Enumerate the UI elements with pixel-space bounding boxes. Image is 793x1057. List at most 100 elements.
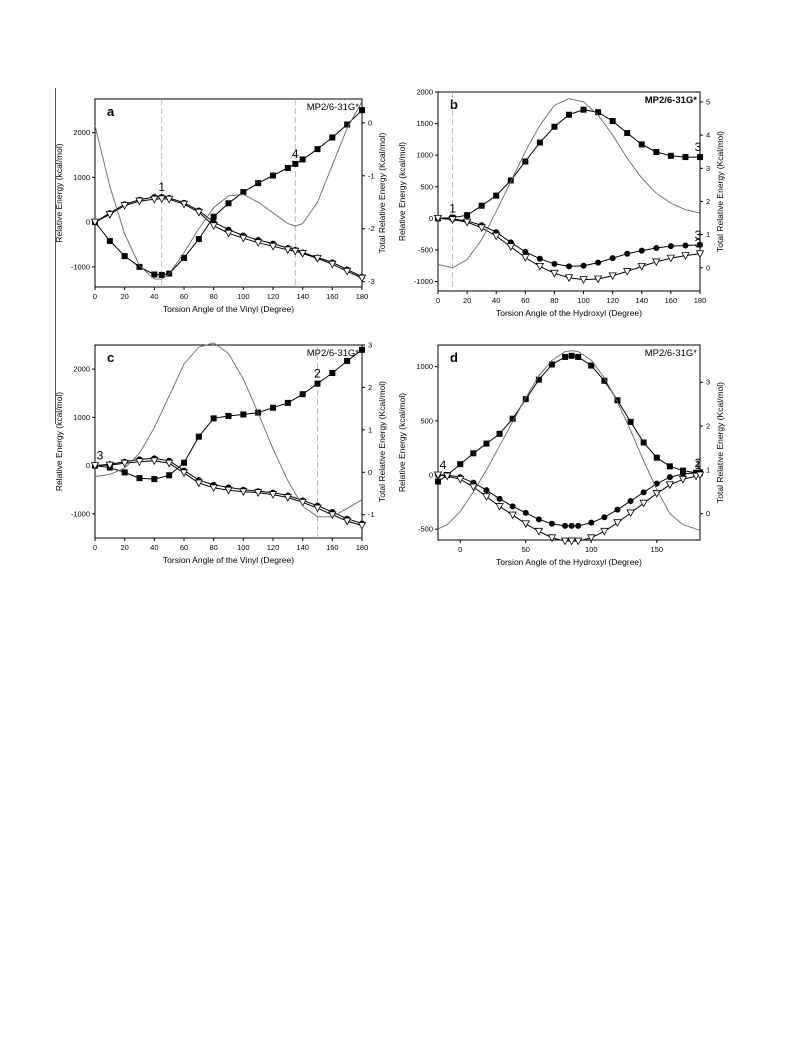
- series-triangle-down-open: [433, 214, 705, 284]
- square-marker: [151, 271, 158, 278]
- triangle-marker: [239, 234, 248, 243]
- triangle-marker: [194, 479, 204, 488]
- square-marker: [580, 106, 587, 113]
- triangle-marker: [665, 481, 675, 490]
- y-tick-label: -1000: [71, 262, 90, 271]
- series-square-filled: [435, 106, 703, 222]
- triangle-marker: [521, 254, 530, 262]
- square-marker: [210, 415, 217, 422]
- square-marker: [588, 362, 595, 369]
- y2-axis-label: Total Relative Energy (Kcal/mol): [715, 382, 725, 503]
- x-tick-label: 20: [463, 296, 471, 305]
- square-marker: [568, 352, 575, 359]
- square-marker: [493, 192, 500, 199]
- triangle-marker: [567, 537, 576, 546]
- circle-marker: [522, 509, 529, 516]
- square-marker: [595, 109, 602, 116]
- square-marker: [682, 154, 689, 161]
- square-marker: [121, 253, 128, 260]
- triangle-marker: [298, 250, 307, 258]
- triangle-marker: [313, 254, 322, 263]
- square-marker: [509, 415, 516, 422]
- plot-frame: [94, 344, 363, 539]
- stationary-point-label: 4: [440, 458, 447, 472]
- circle-marker: [536, 255, 543, 262]
- square-marker: [551, 123, 558, 130]
- circle-marker: [551, 260, 558, 267]
- square-marker: [478, 202, 485, 209]
- series-line: [94, 101, 363, 280]
- triangle-marker: [157, 195, 166, 204]
- triangle-marker: [135, 458, 144, 467]
- triangle-marker: [105, 211, 115, 219]
- y-tick-label: 2000: [73, 128, 90, 137]
- stationary-point-label: 2: [314, 367, 321, 381]
- square-marker: [667, 152, 674, 159]
- triangle-marker: [164, 195, 174, 204]
- square-marker: [299, 391, 306, 398]
- square-marker: [151, 476, 158, 483]
- triangle-marker: [608, 272, 617, 281]
- triangle-marker: [328, 511, 337, 520]
- triangle-marker: [639, 499, 648, 508]
- y2-tick-label: 2: [706, 197, 710, 206]
- triangle-marker: [695, 471, 705, 480]
- x-tick-label: 160: [326, 543, 339, 552]
- series-line: [94, 342, 363, 518]
- square-marker: [614, 397, 621, 404]
- series-none: [437, 98, 701, 269]
- square-marker: [195, 236, 202, 243]
- triangle-marker: [560, 537, 570, 546]
- triangle-marker: [678, 475, 688, 484]
- triangle-marker: [179, 469, 189, 478]
- x-tick-label: 0: [93, 292, 97, 301]
- square-marker: [225, 200, 232, 207]
- square-marker: [270, 172, 276, 179]
- circle-marker: [609, 255, 616, 262]
- circle-marker: [568, 522, 575, 529]
- circle-marker: [614, 506, 621, 513]
- square-marker: [627, 418, 634, 425]
- square-marker: [106, 237, 113, 244]
- triangle-marker: [357, 522, 367, 530]
- series-none: [437, 350, 701, 531]
- square-marker: [158, 271, 165, 278]
- triangle-marker: [224, 229, 233, 238]
- circle-marker: [496, 495, 503, 502]
- x-tick-label: 0: [436, 296, 440, 305]
- y2-tick-label: 4: [706, 131, 710, 140]
- y2-tick-label: 1: [706, 230, 710, 239]
- triangle-marker: [283, 494, 293, 502]
- method-label: MP2/6-31G*: [307, 102, 360, 113]
- x-tick-label: 80: [209, 292, 217, 301]
- square-marker: [359, 346, 365, 353]
- square-marker: [136, 263, 143, 270]
- triangle-marker: [253, 239, 263, 248]
- x-axis-label: Torsion Angle of the Vinyl (Degree): [163, 304, 294, 314]
- y-tick-label: 1000: [416, 151, 433, 160]
- square-marker: [284, 164, 291, 171]
- circle-marker: [601, 514, 608, 521]
- square-marker: [562, 353, 569, 360]
- x-tick-label: 60: [180, 292, 188, 301]
- square-marker: [601, 377, 608, 384]
- triangle-marker: [574, 537, 583, 546]
- stationary-point-label: 1: [158, 180, 165, 194]
- stationary-point-label: 3: [97, 449, 104, 463]
- triangle-marker: [194, 208, 204, 217]
- square-marker: [653, 149, 660, 156]
- square-marker: [470, 450, 477, 457]
- square-marker: [522, 158, 529, 165]
- triangle-marker: [535, 262, 545, 271]
- y-axis-label: Relative Energy (kcal/mol): [397, 393, 407, 492]
- square-marker: [666, 463, 673, 470]
- triangle-marker: [90, 462, 100, 470]
- square-marker: [255, 180, 262, 187]
- y-tick-label: -1000: [71, 509, 90, 518]
- triangle-marker: [637, 262, 646, 271]
- method-label: MP2/6-31G*: [645, 348, 698, 359]
- y-tick-label: -1000: [414, 277, 433, 286]
- x-tick-label: 80: [550, 296, 558, 305]
- series-line: [437, 109, 700, 219]
- triangle-marker: [579, 276, 588, 284]
